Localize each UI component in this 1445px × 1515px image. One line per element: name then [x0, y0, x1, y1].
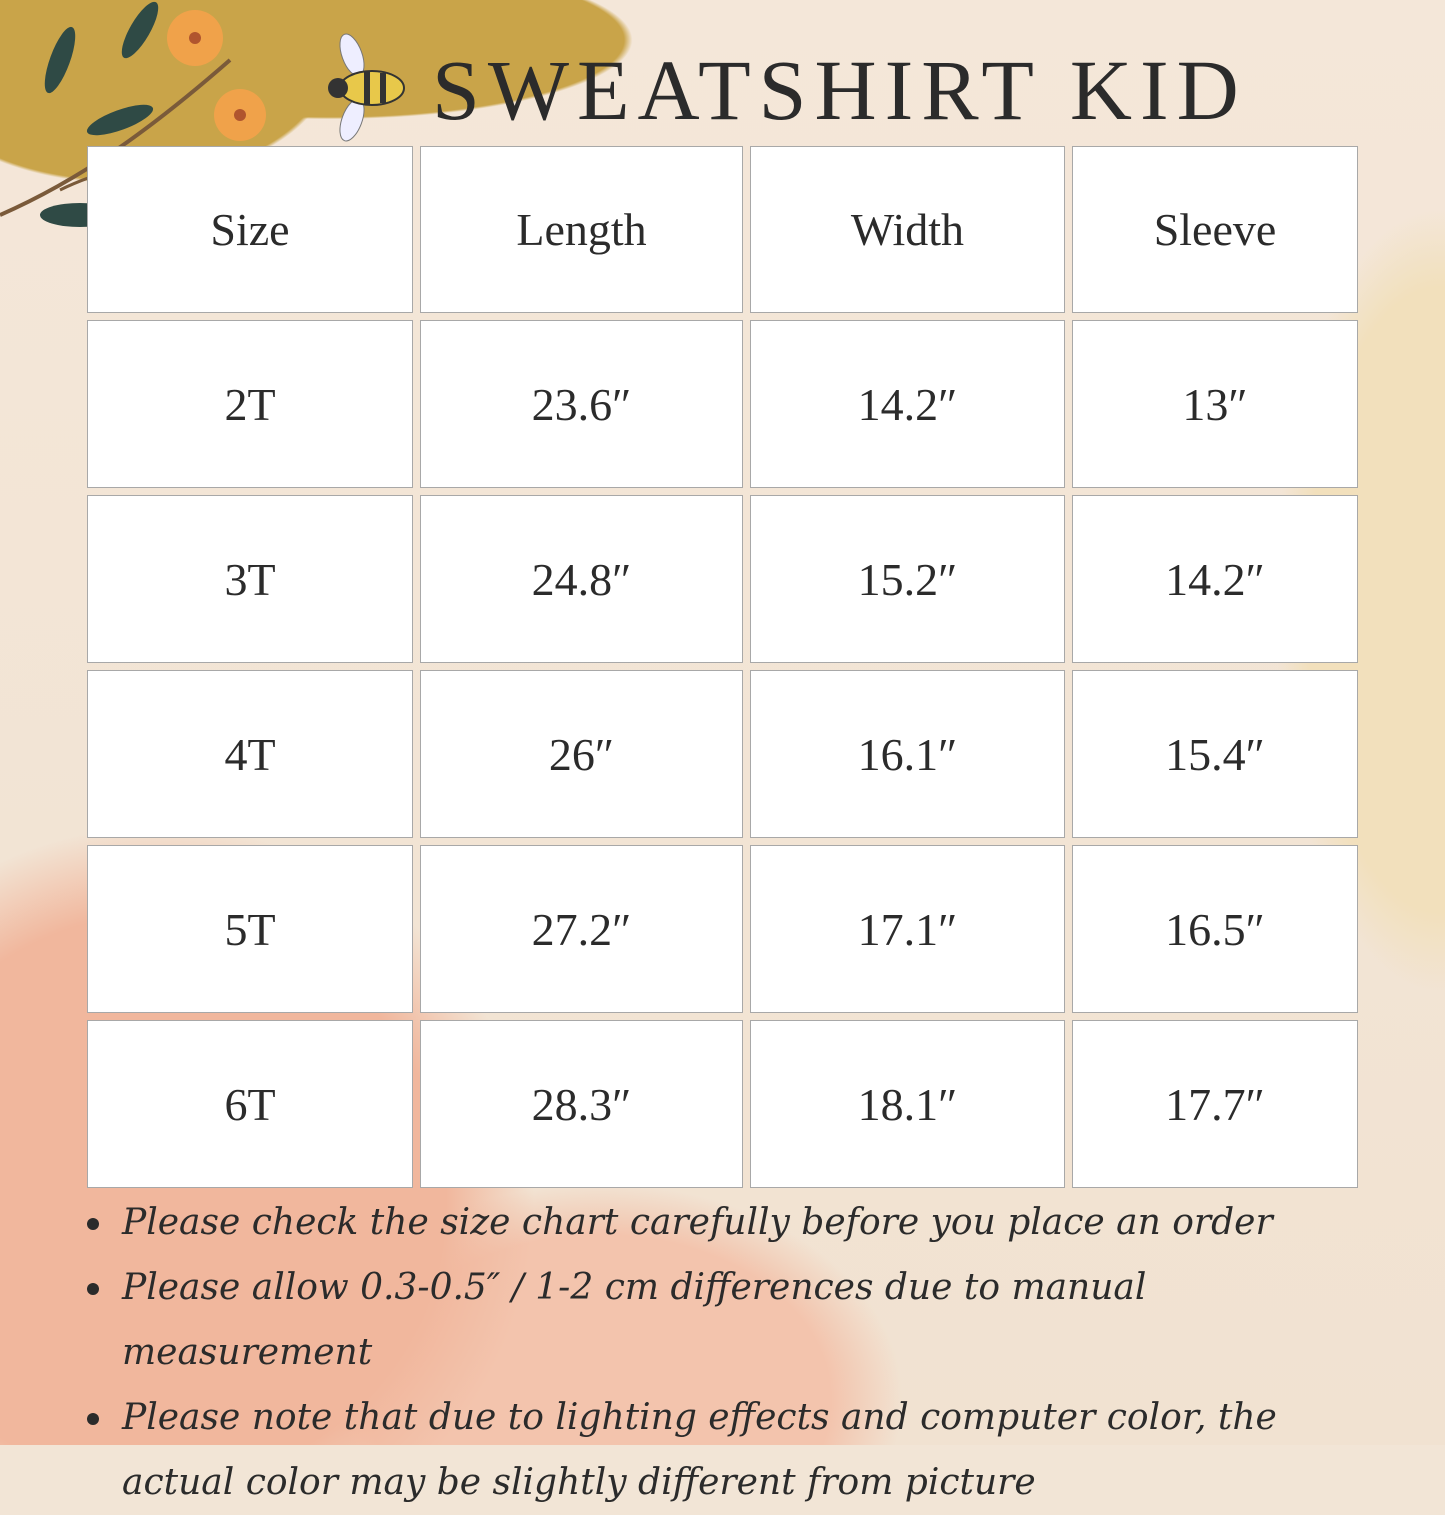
cell-length: 24.8″: [420, 495, 743, 663]
cell-width: 15.2″: [750, 495, 1065, 663]
cell-length: 26″: [420, 670, 743, 838]
header-width: Width: [750, 146, 1065, 313]
cell-sleeve: 13″: [1072, 320, 1358, 488]
cell-sleeve: 17.7″: [1072, 1020, 1358, 1188]
cell-size: 5T: [87, 845, 413, 1013]
cell-length: 27.2″: [420, 845, 743, 1013]
notes-list: Please check the size chart carefully be…: [85, 1190, 1385, 1515]
cell-size: 2T: [87, 320, 413, 488]
page-title: SWEATSHIRT KID: [432, 42, 1247, 138]
cell-length: 28.3″: [420, 1020, 743, 1188]
note-item: Please allow 0.3-0.5″ / 1-2 cm differenc…: [85, 1255, 1385, 1385]
cell-size: 3T: [87, 495, 413, 663]
cell-width: 16.1″: [750, 670, 1065, 838]
header-length: Length: [420, 146, 743, 313]
header-size: Size: [87, 146, 413, 313]
cell-width: 17.1″: [750, 845, 1065, 1013]
note-item: Please check the size chart carefully be…: [85, 1190, 1385, 1255]
cell-width: 14.2″: [750, 320, 1065, 488]
cell-sleeve: 14.2″: [1072, 495, 1358, 663]
cell-width: 18.1″: [750, 1020, 1065, 1188]
note-item: Please note that due to lighting effects…: [85, 1385, 1385, 1515]
bee-icon: [328, 33, 405, 142]
cell-size: 4T: [87, 670, 413, 838]
header-sleeve: Sleeve: [1072, 146, 1358, 313]
cell-sleeve: 15.4″: [1072, 670, 1358, 838]
cell-sleeve: 16.5″: [1072, 845, 1358, 1013]
cell-size: 6T: [87, 1020, 413, 1188]
cell-length: 23.6″: [420, 320, 743, 488]
